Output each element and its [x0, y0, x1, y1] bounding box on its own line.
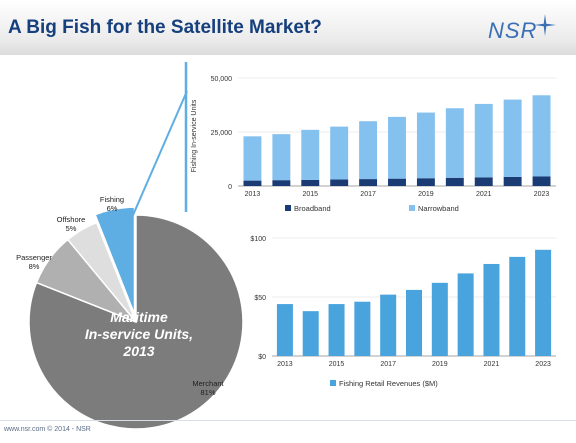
revenue-xtick: 2019	[432, 361, 448, 368]
pie-label-fishing: Fishing	[100, 195, 124, 204]
revenue-bar-fishing-2013	[276, 304, 293, 356]
units-xtick: 2021	[476, 191, 492, 198]
units-xtick: 2019	[418, 191, 434, 198]
units-ytick: 0	[228, 184, 232, 191]
nsr-logo: NSR	[488, 14, 558, 46]
footer-divider	[0, 420, 576, 421]
revenue-xtick: 2015	[329, 361, 345, 368]
units-bar-narrowband-2022	[503, 99, 522, 177]
revenue-bar-fishing-2014	[302, 311, 319, 356]
callout-line-top	[129, 90, 188, 223]
pie-title-line: Maritime	[110, 309, 168, 325]
units-bar-broadband-2013	[243, 180, 262, 186]
units-xtick: 2023	[534, 191, 550, 198]
units-legend-label: Broadband	[294, 204, 331, 213]
units-legend-swatch	[285, 205, 291, 211]
units-bar-narrowband-2014	[272, 134, 291, 181]
units-bar-broadband-2023	[532, 176, 551, 186]
header-bar: A Big Fish for the Satellite Market? NSR	[0, 0, 576, 55]
logo-text: NSR	[488, 18, 538, 43]
revenue-bar-fishing-2016	[354, 301, 371, 356]
pie-label-offshore: Offshore	[57, 215, 86, 224]
footer-text: www.nsr.com © 2014 - NSR	[4, 426, 91, 433]
pie-title-line: 2013	[122, 343, 154, 359]
revenue-bar-fishing-2021	[483, 263, 500, 356]
pie-title-line: In-service Units,	[85, 326, 193, 342]
pie-value-offshore: 5%	[66, 224, 77, 233]
revenue-legend-label: Fishing Retail Revenues ($M)	[339, 379, 438, 388]
revenue-xtick: 2023	[535, 361, 551, 368]
star-icon	[534, 14, 556, 36]
units-bar-narrowband-2017	[359, 121, 378, 180]
revenue-legend-swatch	[330, 380, 336, 386]
units-legend-label: Narrowband	[418, 204, 459, 213]
pie-value-passenger: 8%	[29, 262, 40, 271]
units-bar-narrowband-2018	[388, 116, 406, 179]
pie-value-merchant: 81%	[200, 388, 215, 397]
units-ytick: 50,000	[211, 76, 233, 83]
revenue-xtick: 2021	[484, 361, 500, 368]
pie-label-merchant: Merchant	[192, 379, 224, 388]
units-bar-narrowband-2020	[445, 108, 464, 178]
units-xtick: 2015	[302, 191, 318, 198]
revenue-bar-fishing-2015	[328, 304, 345, 356]
units-bar-broadband-2022	[503, 176, 522, 186]
units-bar-broadband-2014	[272, 180, 291, 186]
page-title: A Big Fish for the Satellite Market?	[8, 17, 322, 38]
units-bar-broadband-2017	[359, 179, 378, 186]
units-bar-narrowband-2023	[532, 95, 551, 177]
pie-slice-fishing	[94, 206, 136, 315]
revenue-bar-fishing-2022	[509, 256, 526, 356]
revenue-bar-fishing-2023	[535, 249, 552, 356]
pie-label-passenger: Passenger	[16, 253, 52, 262]
units-bar-narrowband-2021	[474, 103, 493, 178]
units-xtick: 2013	[245, 191, 261, 198]
revenue-bar-fishing-2017	[380, 294, 397, 356]
revenue-ytick: $50	[254, 295, 266, 302]
units-bar-broadband-2016	[330, 179, 349, 186]
units-ytick: 25,000	[211, 130, 233, 137]
units-bar-narrowband-2019	[416, 112, 435, 179]
pie-slice-offshore	[66, 221, 137, 323]
units-bar-broadband-2021	[474, 177, 493, 186]
units-bar-broadband-2018	[388, 178, 406, 186]
units-xtick: 2017	[360, 191, 376, 198]
units-y-axis-label: Fishing In-service Units	[191, 99, 198, 172]
revenue-bar-fishing-2019	[431, 282, 448, 356]
revenue-ytick: $100	[250, 236, 266, 243]
units-legend-swatch	[409, 205, 415, 211]
revenue-bar-fishing-2020	[457, 273, 474, 356]
revenue-ytick: $0	[258, 354, 266, 361]
units-bar-narrowband-2015	[301, 129, 320, 180]
revenue-xtick: 2017	[380, 361, 396, 368]
units-bar-broadband-2019	[416, 178, 435, 186]
revenue-bar-fishing-2018	[405, 289, 423, 356]
revenue-xtick: 2013	[277, 361, 293, 368]
pie-value-fishing: 6%	[107, 204, 118, 213]
units-bar-broadband-2015	[301, 179, 320, 186]
units-bar-narrowband-2016	[330, 126, 349, 180]
units-bar-broadband-2020	[445, 177, 464, 186]
units-bar-narrowband-2013	[243, 136, 262, 181]
